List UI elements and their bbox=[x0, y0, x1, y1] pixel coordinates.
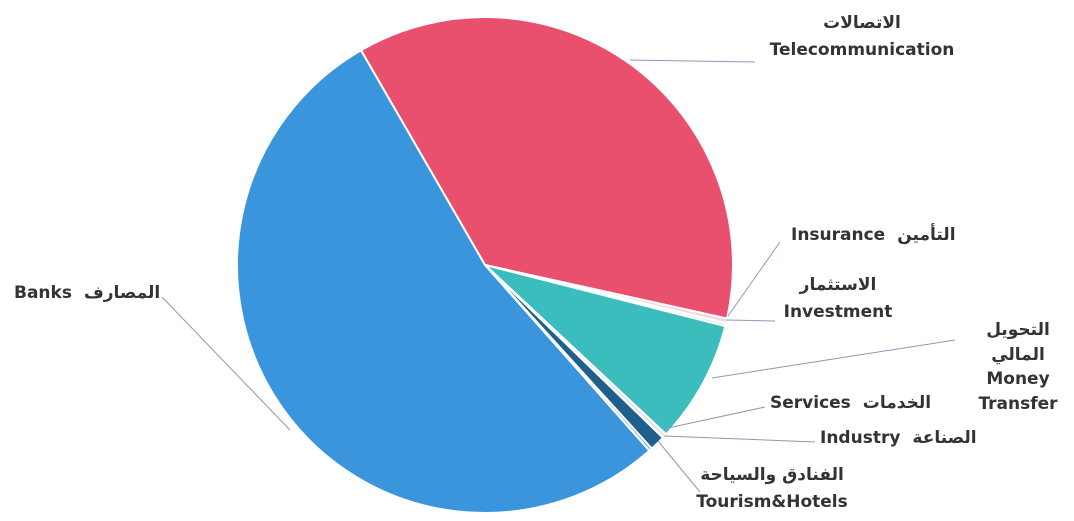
pie-slice bbox=[484, 264, 727, 436]
label-ar: الصناعة bbox=[912, 428, 977, 448]
label-en: Money Transfer bbox=[978, 369, 1058, 414]
leader-line bbox=[667, 406, 766, 429]
leader-line bbox=[161, 296, 291, 431]
leader-line bbox=[727, 241, 781, 317]
slice-label: Insurance التأمين bbox=[785, 222, 962, 249]
label-en: Investment bbox=[783, 302, 893, 323]
pie-slice bbox=[236, 48, 651, 514]
label-en: Industry bbox=[820, 428, 901, 448]
label-ar: الفنادق والسياحة bbox=[700, 465, 844, 485]
slice-label: الاتصالات Telecommunication bbox=[770, 10, 955, 64]
leader-line bbox=[711, 339, 956, 379]
label-ar: الاستثمار bbox=[799, 275, 877, 295]
label-ar: الخدمات bbox=[862, 393, 932, 413]
leader-line bbox=[629, 59, 756, 63]
slice-label: الاستثمار Investment bbox=[784, 272, 893, 326]
label-ar: الاتصالات bbox=[823, 13, 901, 33]
leader-line bbox=[657, 440, 701, 493]
label-ar: المصارف bbox=[83, 283, 161, 303]
slice-label: التحويل المالي Money Transfer bbox=[973, 318, 1063, 417]
label-en: Telecommunication bbox=[769, 40, 955, 61]
leader-line bbox=[725, 319, 776, 322]
label-ar: التحويل المالي bbox=[986, 320, 1050, 365]
label-ar: التأمين bbox=[897, 225, 956, 245]
slice-label: Services الخدمات bbox=[764, 390, 937, 417]
label-en: Tourism&Hotels bbox=[696, 492, 848, 513]
slice-label: Industry الصناعة bbox=[814, 425, 983, 452]
label-en: Banks bbox=[14, 283, 72, 303]
slice-label: الفنادق والسياحة Tourism&Hotels bbox=[696, 462, 848, 516]
label-en: Insurance bbox=[791, 225, 886, 245]
leader-line bbox=[663, 435, 816, 443]
pie-slice bbox=[359, 16, 734, 320]
slice-label: Banks المصارف bbox=[8, 280, 166, 307]
label-en: Services bbox=[770, 393, 851, 413]
